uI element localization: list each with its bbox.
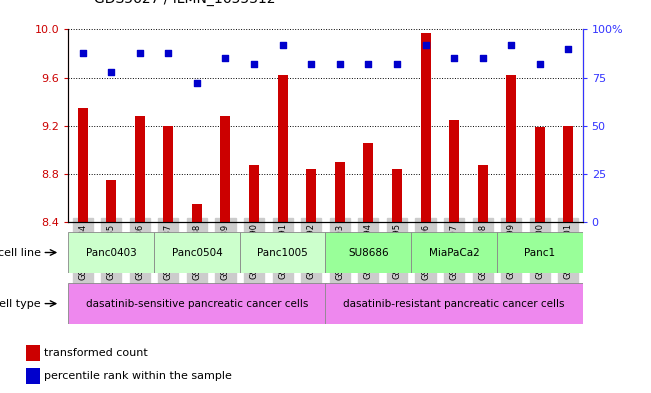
- Bar: [154, 232, 240, 273]
- Point: [306, 61, 316, 67]
- Bar: [478, 165, 488, 222]
- Point: [506, 42, 516, 48]
- Point: [449, 55, 459, 61]
- Point: [191, 80, 202, 86]
- Bar: [192, 204, 202, 222]
- Point: [135, 50, 145, 56]
- Point: [249, 61, 259, 67]
- Bar: [163, 126, 173, 222]
- Point: [220, 55, 230, 61]
- Bar: [26, 367, 40, 384]
- Bar: [26, 345, 40, 361]
- Bar: [326, 232, 411, 273]
- Text: percentile rank within the sample: percentile rank within the sample: [44, 371, 232, 381]
- Point: [363, 61, 374, 67]
- Bar: [240, 232, 326, 273]
- Bar: [306, 169, 316, 222]
- Text: Panc1: Panc1: [524, 248, 555, 257]
- Bar: [534, 127, 545, 222]
- Point: [277, 42, 288, 48]
- Bar: [363, 143, 374, 222]
- Point: [563, 46, 574, 52]
- Bar: [411, 232, 497, 273]
- Text: cell type: cell type: [0, 299, 41, 309]
- Text: transformed count: transformed count: [44, 348, 148, 358]
- Bar: [563, 126, 574, 222]
- Bar: [277, 75, 288, 222]
- Text: dasatinib-resistant pancreatic cancer cells: dasatinib-resistant pancreatic cancer ce…: [343, 299, 565, 309]
- Bar: [335, 162, 345, 222]
- Text: SU8686: SU8686: [348, 248, 389, 257]
- Point: [106, 69, 117, 75]
- Bar: [506, 75, 516, 222]
- Text: cell line: cell line: [0, 248, 41, 257]
- Bar: [392, 169, 402, 222]
- Point: [77, 50, 88, 56]
- Point: [421, 42, 431, 48]
- Bar: [106, 180, 117, 222]
- Bar: [68, 232, 154, 273]
- Text: dasatinib-sensitive pancreatic cancer cells: dasatinib-sensitive pancreatic cancer ce…: [86, 299, 308, 309]
- Bar: [135, 116, 145, 222]
- Bar: [221, 116, 230, 222]
- Bar: [421, 33, 430, 222]
- Bar: [77, 108, 88, 222]
- Text: GDS5627 / ILMN_1655312: GDS5627 / ILMN_1655312: [94, 0, 276, 6]
- Text: MiaPaCa2: MiaPaCa2: [429, 248, 479, 257]
- Bar: [326, 283, 583, 324]
- Point: [335, 61, 345, 67]
- Bar: [68, 283, 326, 324]
- Bar: [449, 120, 459, 222]
- Bar: [497, 232, 583, 273]
- Text: Panc0403: Panc0403: [86, 248, 137, 257]
- Text: Panc0504: Panc0504: [172, 248, 222, 257]
- Point: [392, 61, 402, 67]
- Point: [477, 55, 488, 61]
- Text: Panc1005: Panc1005: [257, 248, 308, 257]
- Point: [534, 61, 545, 67]
- Bar: [249, 165, 259, 222]
- Point: [163, 50, 174, 56]
